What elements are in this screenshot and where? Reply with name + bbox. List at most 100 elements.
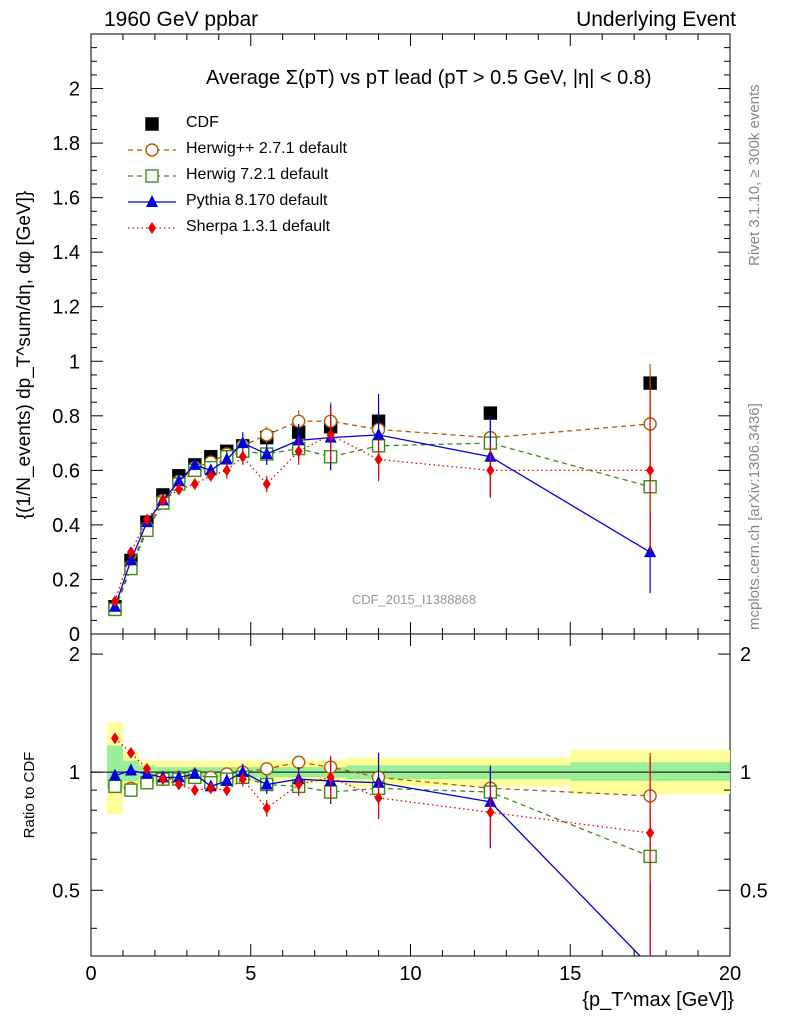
y-tick-label: 0.8	[52, 406, 80, 428]
ratio-series-sherpa-1-3-1-default	[110, 732, 655, 956]
ratio-point	[294, 778, 303, 791]
legend-entry-herwig7: Herwig 7.2.1 default	[186, 166, 329, 183]
data-point	[238, 450, 247, 463]
y-tick-label: 2	[69, 79, 80, 101]
data-point	[486, 464, 495, 477]
ratio-point	[158, 773, 167, 786]
data-point	[260, 447, 273, 459]
ratio-point	[190, 784, 199, 797]
ratio-point	[486, 806, 495, 819]
legend-marker-herwig-2-7-1-default	[145, 143, 159, 157]
ratio-point	[174, 778, 183, 791]
ratio-point	[108, 779, 122, 794]
collider-label: 1960 GeV ppbar	[104, 8, 259, 31]
ratio-point	[646, 826, 655, 839]
ratio-point	[110, 732, 119, 745]
data-point	[220, 452, 233, 465]
series-sherpa-1-3-1-default	[110, 388, 655, 608]
main-panel	[108, 117, 657, 617]
ratio-y-axis-label: Ratio to CDF	[21, 752, 38, 839]
ratio-point	[238, 773, 247, 786]
data-point	[204, 463, 217, 476]
legend-marker-herwig-7-2-1-default	[145, 169, 159, 183]
legend	[128, 117, 176, 234]
x-tick-label: 10	[399, 963, 421, 985]
data-point	[260, 428, 274, 442]
ratio-point	[126, 746, 135, 759]
x-tick-label: 0	[85, 963, 96, 985]
ratio-point	[124, 783, 138, 797]
data-point	[158, 494, 167, 507]
x-axis-label: {p_T^max [GeV]}	[582, 989, 734, 1011]
data-point	[142, 513, 151, 526]
legend-entry-cdf: CDF	[186, 114, 219, 131]
ratio-y-tick-label: 2	[69, 644, 80, 666]
ratio-point	[260, 762, 274, 776]
ratio-series-herwig-7-2-1-default	[108, 770, 657, 925]
ratio-point	[222, 784, 231, 797]
data-point	[126, 546, 135, 559]
x-tick-label: 20	[719, 963, 741, 985]
y-tick-label: 0.2	[52, 569, 80, 591]
ratio-point	[236, 765, 249, 778]
data-point	[206, 469, 215, 482]
event-type-label: Underlying Event	[576, 8, 736, 31]
data-point	[222, 464, 231, 477]
legend-marker-pythia-8-170-default	[146, 195, 158, 207]
x-tick-label: 5	[245, 963, 256, 985]
data-point	[110, 595, 119, 608]
main-title: Average Σ(pT) vs pT lead (pT > 0.5 GeV, …	[206, 67, 652, 89]
ratio-point	[291, 755, 306, 769]
y-tick-label: 1.4	[52, 242, 80, 264]
data-point	[374, 453, 383, 466]
data-point	[188, 457, 201, 470]
y-tick-label: 1.2	[52, 297, 80, 319]
ratio-point	[220, 773, 233, 786]
y-tick-label: 0.6	[52, 460, 80, 482]
ratio-y-tick-label-right: 2	[740, 644, 751, 666]
data-point	[190, 478, 199, 490]
x-tick-label: 15	[559, 963, 581, 985]
ratio-y-tick-label: 1	[69, 762, 80, 784]
ratio-point	[142, 762, 151, 775]
ratio-y-tick-label-right: 0.5	[740, 880, 768, 902]
ratio-series-pythia-8-170-default	[108, 752, 651, 956]
ratio-y-tick-label: 0.5	[52, 880, 80, 902]
ratio-panel	[91, 722, 730, 956]
y-tick-label: 1.6	[52, 188, 80, 210]
data-point	[646, 464, 655, 477]
series-cdf	[108, 376, 657, 614]
y-tick-label: 1.8	[52, 133, 80, 155]
main-y-axis-label: {(1/N_events) dp_T^sum/dη, dφ [GeV]}	[14, 191, 35, 520]
data-point	[294, 445, 303, 458]
ratio-point	[262, 802, 271, 815]
ratio-point	[374, 791, 383, 804]
legend-marker-sherpa-1-3-1-default	[148, 222, 156, 234]
ratio-point	[188, 766, 201, 779]
axes: 00.20.40.60.811.21.41.61.820 5 10 15 200.5 0.…	[52, 33, 768, 985]
series-herwig-2-7-1-default	[108, 364, 657, 617]
legend-entry-pythia: Pythia 8.170 default	[186, 192, 328, 209]
ratio-point	[260, 777, 273, 790]
ratio-line-sherpa-1-3-1-default	[114, 737, 651, 834]
ratio-point	[206, 782, 215, 795]
data-point	[372, 427, 385, 440]
ratio-y-tick-label-right: 1	[740, 762, 751, 784]
y-tick-label: 0.4	[52, 515, 80, 537]
data-point	[326, 428, 335, 441]
data-point	[172, 474, 185, 487]
analysis-label: CDF_2015_I1388868	[352, 592, 476, 607]
ratio-point	[172, 770, 185, 783]
y-tick-label: 1	[69, 351, 80, 373]
data-point	[262, 478, 271, 490]
y-tick-label: 0	[69, 624, 80, 646]
ratio-point	[124, 763, 137, 776]
legend-entry-sherpa: Sherpa 1.3.1 default	[186, 218, 331, 235]
data-point	[236, 436, 249, 449]
ratio-line-pythia-8-170-default	[114, 769, 641, 956]
ratio-point	[108, 768, 121, 781]
legend-marker-cdf	[145, 117, 159, 131]
data-point	[174, 483, 183, 496]
legend-entry-herwigpp: Herwig++ 2.7.1 default	[186, 140, 347, 157]
